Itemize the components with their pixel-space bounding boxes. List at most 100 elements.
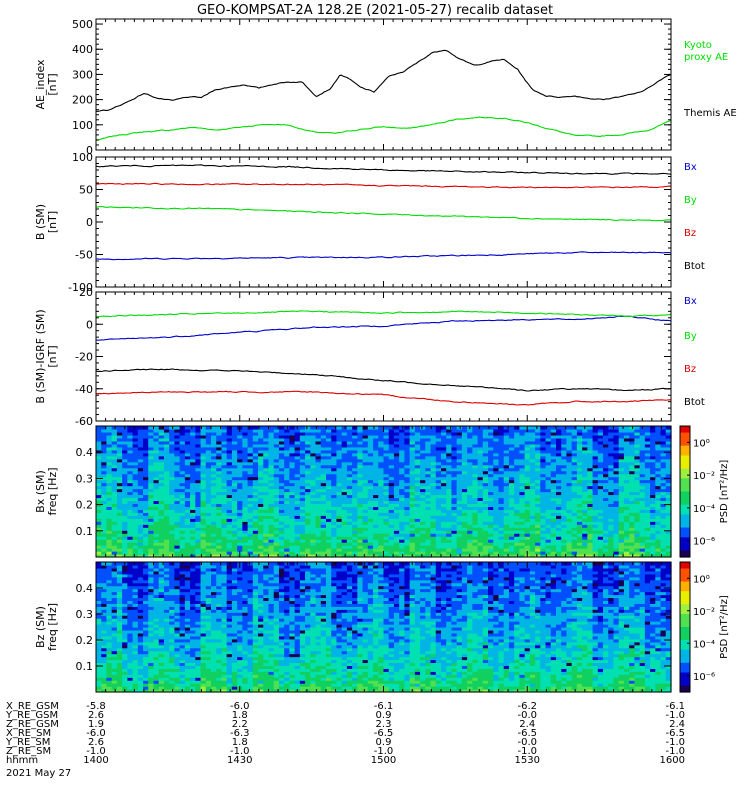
spectrogram-cell (603, 539, 609, 543)
spectrogram-cell (326, 440, 332, 445)
spectrogram-cell (315, 434, 322, 439)
spectrogram-cell (352, 548, 358, 552)
spectrogram-cell (561, 440, 568, 445)
spectrogram-cell (529, 476, 536, 481)
spectrogram-cell (158, 452, 165, 457)
spectrogram-cell (268, 521, 275, 525)
spectrogram-cell (258, 479, 264, 484)
spectrogram-cell (127, 509, 134, 513)
spectrogram-cell (320, 494, 327, 499)
spectrogram-cell (576, 536, 583, 540)
spectrogram-cell (148, 494, 155, 499)
spectrogram-cell (101, 506, 108, 510)
spectrogram-cell (315, 521, 322, 525)
spectrogram-cell (137, 458, 144, 463)
spectrogram-cell (603, 440, 609, 445)
spectrogram-cell (508, 491, 515, 496)
spectrogram-cell (111, 539, 118, 543)
spectrogram-cell (550, 554, 557, 558)
spectrogram-cell (346, 512, 353, 516)
spectrogram-cell (127, 512, 134, 516)
spectrogram-cell (435, 426, 442, 430)
spectrogram-cell (242, 533, 249, 537)
spectrogram-cell (576, 548, 583, 552)
spectrogram-cell (383, 479, 390, 484)
spectrogram-cell (106, 506, 113, 510)
spectrogram-cell (435, 548, 442, 552)
spectrogram-cell (116, 524, 123, 528)
spectrogram-cell (556, 488, 562, 493)
spectrogram-cell (508, 518, 515, 522)
spectrogram-cell (535, 536, 541, 540)
spectrogram-cell (221, 518, 228, 522)
spectrogram-cell (294, 518, 301, 522)
spectrogram-cell (137, 548, 144, 552)
spectrogram-cell (441, 554, 447, 558)
spectrogram-cell (587, 482, 594, 487)
spectrogram-cell (373, 473, 379, 478)
spectrogram-cell (498, 491, 505, 496)
spectrogram-cell (446, 521, 453, 525)
spectrogram-cell (597, 470, 604, 475)
spectrogram-cell (493, 521, 500, 525)
spectrogram-cell (388, 542, 395, 546)
spectrogram-cell (561, 530, 568, 534)
series-line-bz (95, 390, 671, 406)
spectrogram-cell (393, 539, 400, 543)
spectrogram-cell (561, 527, 568, 531)
spectrogram-cell (184, 524, 191, 528)
spectrogram-cell (582, 443, 588, 448)
spectrogram-cell (315, 440, 322, 445)
spectrogram-cell (252, 426, 259, 430)
spectrogram-cell (231, 426, 238, 430)
spectrogram-cell (477, 428, 484, 433)
spectrogram-cell (305, 494, 311, 499)
spectrogram-cell (451, 503, 458, 507)
spectrogram-cell (498, 521, 505, 525)
spectrogram-cell (482, 437, 489, 442)
spectrogram-cell (420, 524, 426, 528)
spectrogram-cell (169, 446, 176, 451)
spectrogram-cell (556, 494, 562, 499)
spectrogram-cell (111, 536, 118, 540)
spectrogram-cell (331, 473, 338, 478)
spectrogram-cell (603, 533, 609, 537)
spectrogram-cell (310, 426, 317, 430)
spectrogram-cell (435, 452, 442, 457)
spectrogram-cell (461, 551, 468, 555)
spectrogram-cell (430, 455, 437, 460)
spectrogram-cell (362, 452, 369, 457)
spectrogram-cell (362, 506, 369, 510)
spectrogram-cell (116, 443, 123, 448)
spectrogram-cell (488, 446, 494, 451)
spectrogram-cell (326, 542, 332, 546)
spectrogram-cell (613, 470, 620, 475)
spectrogram-cell (608, 518, 615, 522)
spectrogram-cell (420, 506, 426, 510)
spectrogram-cell (237, 482, 243, 487)
spectrogram-cell (597, 554, 604, 558)
spectrogram-cell (545, 434, 552, 439)
spectrogram-cell (205, 491, 212, 496)
spectrogram-cell (420, 473, 426, 478)
spectrogram-cell (158, 533, 165, 537)
spectrogram-cell (163, 518, 170, 522)
spectrogram-cell (200, 426, 207, 430)
spectrogram-cell (310, 497, 317, 502)
spectrogram-cell (190, 470, 196, 475)
spectrogram-cell (367, 506, 374, 510)
spectrogram-cell (357, 512, 364, 516)
spectrogram-cell (315, 458, 322, 463)
spectrogram-cell (137, 464, 144, 469)
spectrogram-cell (603, 482, 609, 487)
spectrogram-cell (268, 428, 275, 433)
spectrogram-cell (263, 443, 270, 448)
plot-frame (95, 156, 672, 288)
spectrogram-cell (503, 515, 510, 519)
spectrogram-cell (190, 542, 196, 546)
spectrogram-cell (603, 485, 609, 490)
spectrogram-cell (446, 536, 453, 540)
spectrogram-cell (310, 485, 317, 490)
spectrogram-cell (216, 455, 223, 460)
spectrogram-cell (472, 452, 479, 457)
